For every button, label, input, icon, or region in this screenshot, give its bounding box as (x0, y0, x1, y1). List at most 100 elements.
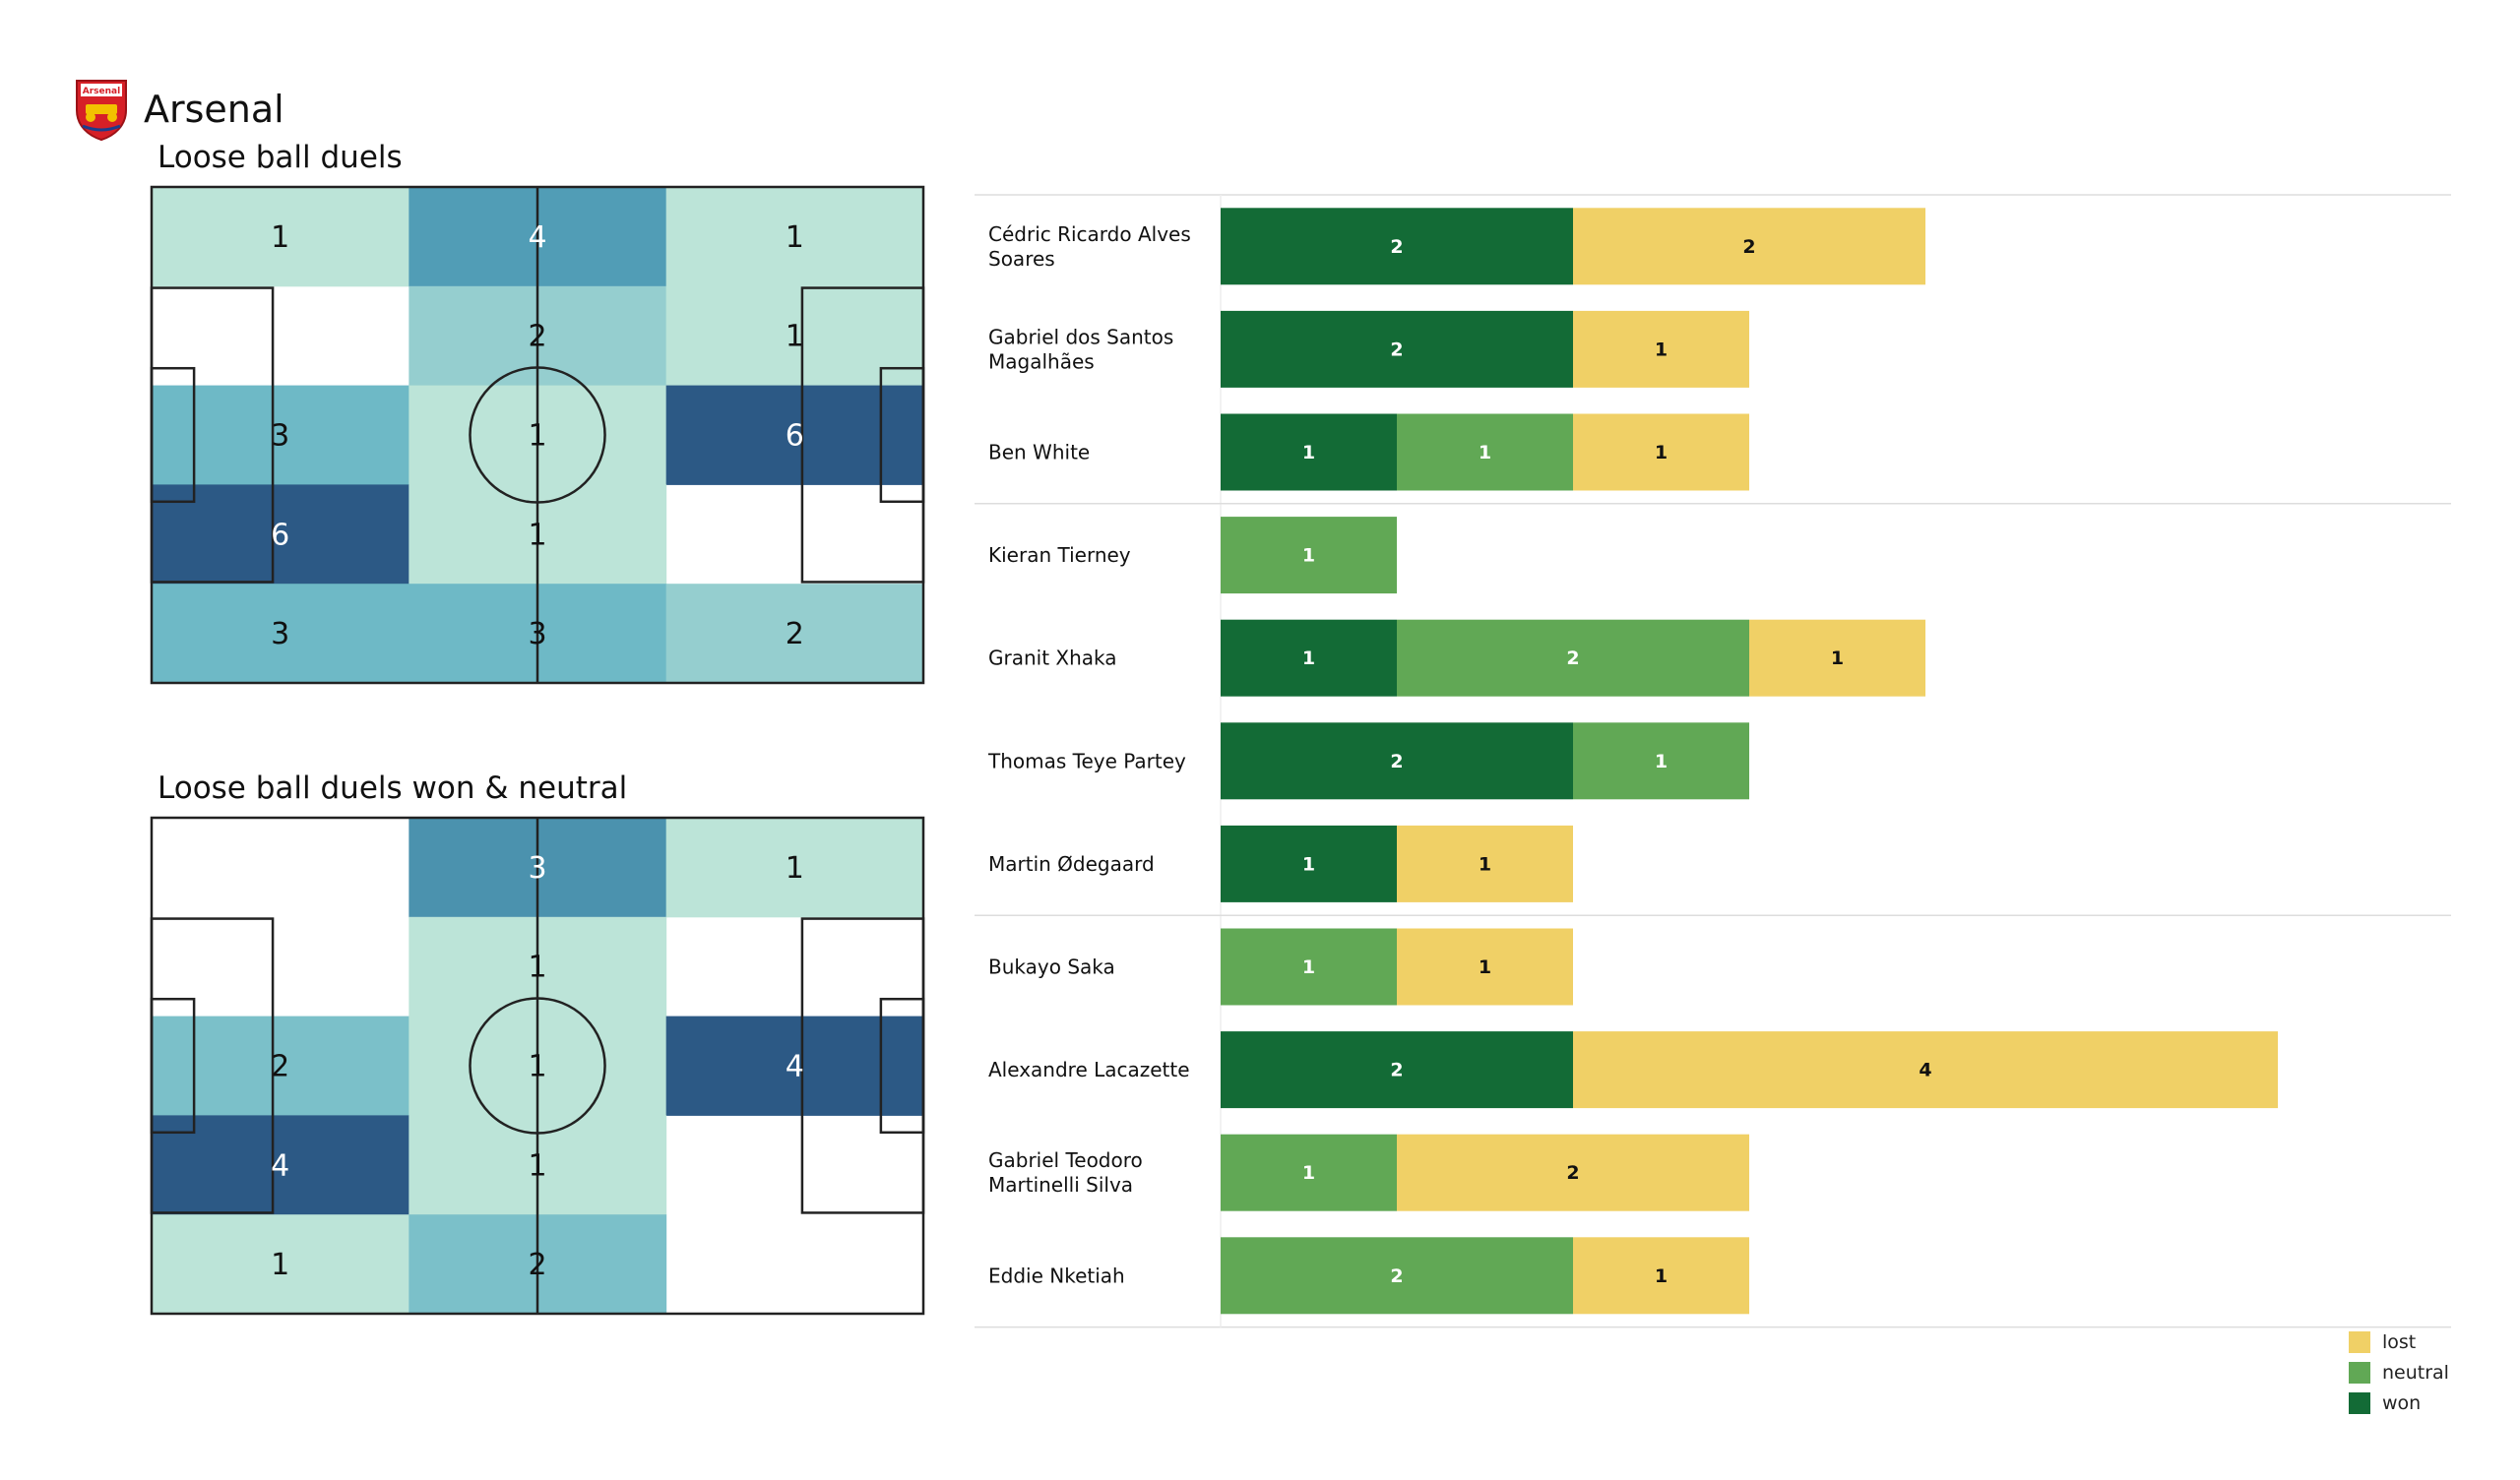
bar-value-lost: 1 (1655, 339, 1668, 360)
bar-segment-lost (1573, 310, 1749, 388)
won-neutral-zone-label-r4-c2: 1 (528, 1148, 546, 1183)
won-neutral-zone-label-r1-c2: 3 (528, 851, 546, 886)
duels-zone-labels: 1 4 1 2 1 3 1 6 6 1 3 3 2 (271, 220, 804, 651)
legend-item-lost: lost (2349, 1326, 2449, 1357)
bar-segment-lost (1573, 413, 1749, 491)
duels-zone-label-r4-c2: 1 (528, 518, 546, 552)
bar-value-won: 1 (1302, 648, 1315, 669)
bar-value-lost: 1 (1479, 853, 1491, 875)
player-row: Martin Ødegaard 1 1 (988, 825, 1573, 902)
duels-zone-r5-c1 (152, 584, 410, 684)
bar-value-neutral: 1 (1302, 956, 1315, 978)
legend-swatch-won (2349, 1391, 2370, 1414)
duels-zone-label-r3-c3: 6 (786, 419, 804, 454)
bar-value-won: 2 (1390, 1060, 1403, 1081)
player-name: Cédric Ricardo Alves Soares (988, 222, 1191, 271)
won-neutral-center-circle (469, 997, 606, 1135)
bar-segment-lost (1397, 928, 1573, 1006)
legend-label-neutral: neutral (2382, 1361, 2449, 1384)
player-name-line: Magalhães (988, 349, 1095, 373)
svg-text:Arsenal: Arsenal (83, 87, 120, 96)
duels-pitch-lines (150, 185, 925, 685)
player-name: Alexandre Lacazette (988, 1058, 1190, 1081)
won-neutral-right-goal-box (879, 997, 925, 1135)
duels-zone-r5-c3 (665, 584, 924, 684)
bar-segment-neutral (1397, 413, 1573, 491)
player-row: Cédric Ricardo Alves Soares 2 2 (988, 208, 1925, 285)
bar-value-lost: 2 (1566, 1162, 1579, 1184)
won-neutral-left-goal-box (150, 997, 196, 1135)
legend: lost neutral won (2349, 1326, 2449, 1418)
bar-segment-neutral (1221, 1134, 1397, 1211)
player-name: Granit Xhaka (988, 647, 1117, 670)
player-name: Thomas Teye Partey (987, 749, 1186, 772)
bar-value-lost: 1 (1655, 1265, 1668, 1287)
bar-value-lost: 1 (1479, 956, 1491, 978)
player-name-line: Martin Ødegaard (988, 852, 1155, 876)
bar-value-won: 2 (1390, 236, 1403, 258)
bar-segment-lost (1749, 619, 1925, 697)
player-name: Eddie Nketiah (988, 1264, 1125, 1287)
player-row: Eddie Nketiah 2 1 (988, 1237, 1749, 1315)
bar-value-neutral: 2 (1566, 648, 1579, 669)
duels-center-circle (469, 366, 606, 504)
duels-zone-r1-c3 (665, 187, 924, 287)
bar-segment-won (1221, 413, 1397, 491)
duels-zone-r1-c1 (152, 187, 410, 287)
duels-zone-label-r5-c1: 3 (271, 617, 289, 651)
bar-segment-won (1221, 825, 1397, 902)
pitch-heatmap-loose-ball-duels: 1 4 1 2 1 3 1 6 6 1 3 3 2 (150, 185, 925, 685)
player-name-line: Granit Xhaka (988, 647, 1117, 670)
bar-value-won: 2 (1390, 339, 1403, 360)
duels-zone-label-r2-c3: 1 (786, 320, 804, 354)
player-name-line: Bukayo Saka (988, 956, 1115, 979)
won-neutral-zone-label-r5-c2: 2 (528, 1248, 546, 1282)
won-neutral-zone-label-r1-c3: 1 (786, 851, 804, 886)
bar-segment-neutral (1221, 928, 1397, 1006)
player-name-line: Soares (988, 247, 1055, 271)
player-row: Thomas Teye Partey 2 1 (987, 722, 1749, 800)
bar-value-won: 1 (1302, 442, 1315, 463)
duels-zone-label-r4-c1: 6 (271, 518, 289, 552)
legend-label-lost: lost (2382, 1330, 2417, 1353)
legend-item-neutral: neutral (2349, 1357, 2449, 1388)
bar-segment-neutral (1221, 517, 1397, 594)
won-neutral-zone-label-r5-c1: 1 (271, 1248, 289, 1282)
player-name: Gabriel dos Santos Magalhães (988, 325, 1173, 373)
duels-zone-label-r3-c2: 1 (528, 419, 546, 454)
bar-value-lost: 4 (1919, 1060, 1931, 1081)
team-name: Arsenal (144, 88, 284, 131)
bar-value-neutral: 1 (1655, 751, 1668, 772)
bar-segment-neutral (1397, 619, 1749, 697)
player-name-line: Alexandre Lacazette (988, 1058, 1190, 1081)
legend-swatch-lost (2349, 1330, 2370, 1353)
bar-segment-lost (1397, 825, 1573, 902)
won-neutral-zone-r5-c1 (152, 1214, 410, 1315)
bar-value-neutral: 1 (1302, 1162, 1315, 1184)
player-row: Alexandre Lacazette 2 4 (988, 1031, 2278, 1109)
won-neutral-zone-label-r4-c1: 4 (271, 1148, 289, 1183)
player-row: Bukayo Saka 1 1 (988, 928, 1573, 1006)
player-name-line: Eddie Nketiah (988, 1264, 1125, 1287)
player-row: Gabriel dos Santos Magalhães 2 1 (988, 310, 1749, 388)
bar-value-neutral: 1 (1479, 442, 1491, 463)
won-neutral-zone-r1-c3 (665, 818, 924, 918)
duels-zone-label-r1-c2: 4 (528, 220, 546, 255)
won-neutral-zone-label-r3-c1: 2 (271, 1050, 289, 1084)
player-name-line: Kieran Tierney (988, 543, 1131, 567)
won-neutral-zone-labels: 3 1 1 2 1 4 4 1 1 2 (271, 851, 804, 1282)
bar-segment-neutral (1221, 1237, 1573, 1315)
duels-zone-label-r1-c1: 1 (271, 220, 289, 255)
player-name: Ben White (988, 441, 1090, 464)
bar-value-lost: 1 (1655, 442, 1668, 463)
legend-swatch-neutral (2349, 1361, 2370, 1384)
player-name-line: Gabriel Teodoro (988, 1148, 1143, 1172)
bar-value-won: 1 (1302, 853, 1315, 875)
bar-segment-lost (1573, 1237, 1749, 1315)
player-name-line: Ben White (988, 441, 1090, 464)
player-row: Granit Xhaka 1 2 1 (988, 619, 1925, 697)
player-name: Martin Ødegaard (988, 852, 1155, 876)
player-name: Kieran Tierney (988, 543, 1131, 567)
bar-value-lost: 1 (1831, 648, 1844, 669)
